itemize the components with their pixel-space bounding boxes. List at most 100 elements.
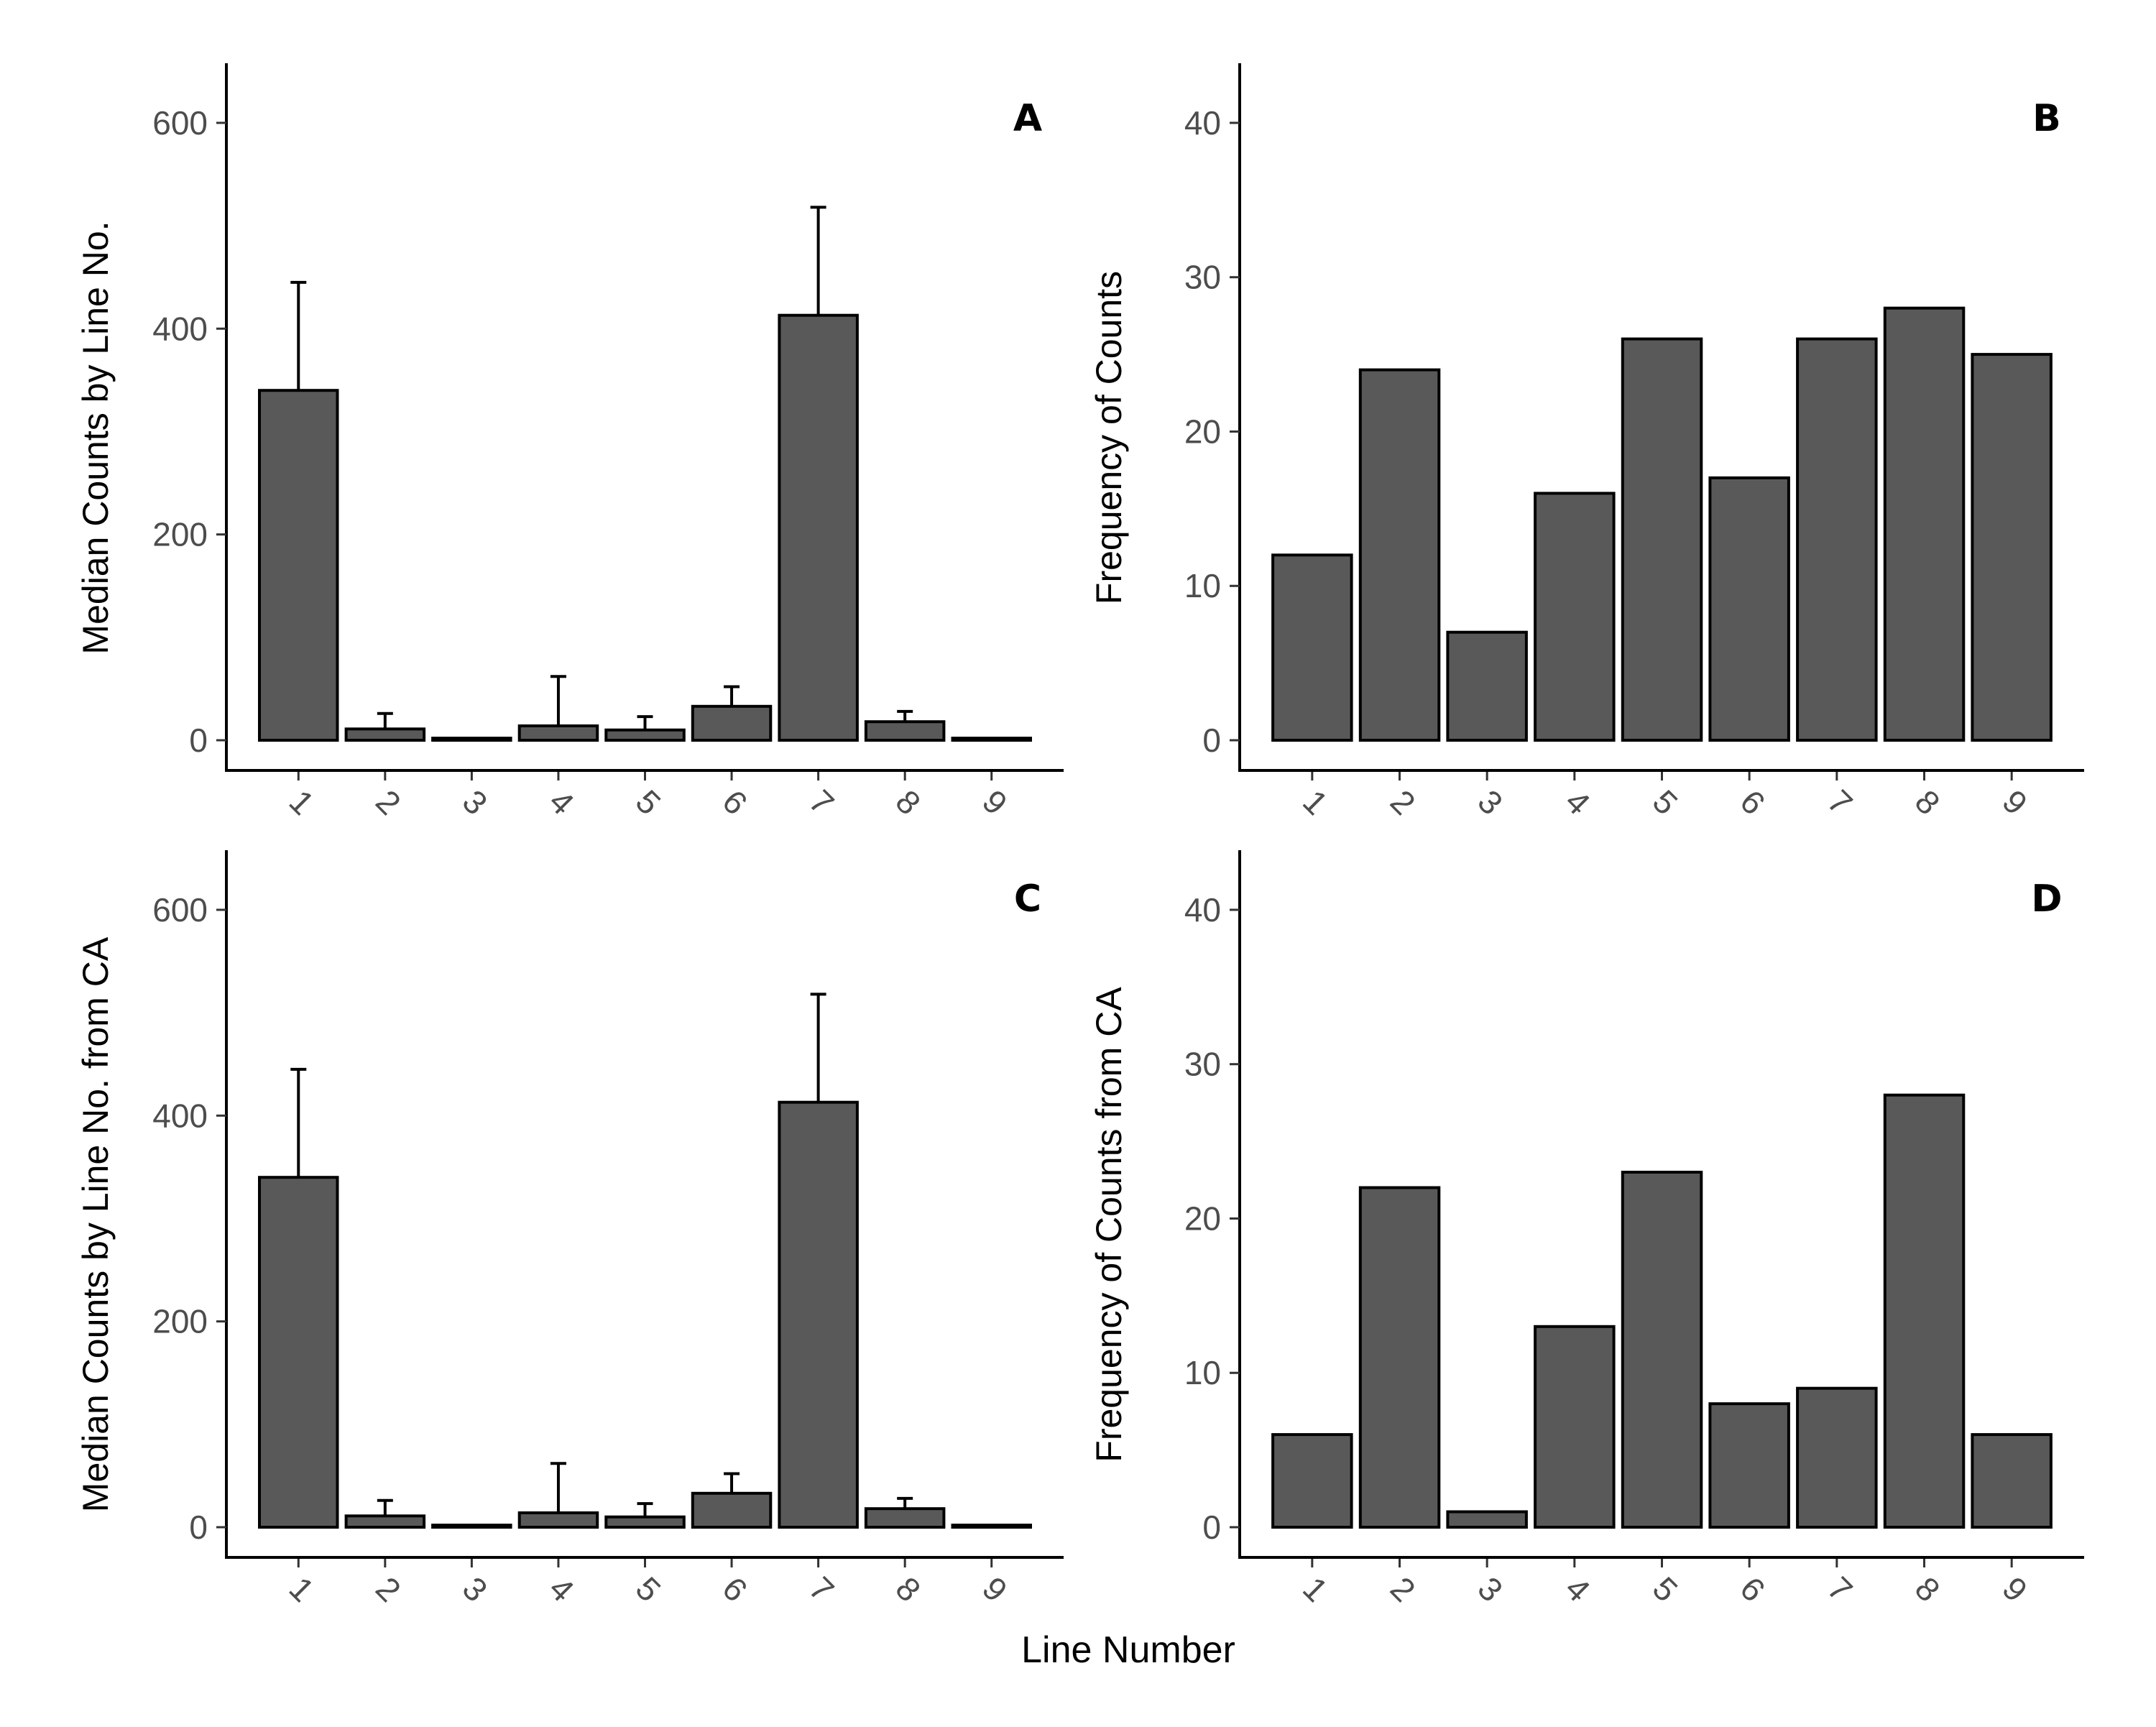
x-tick-label-a-9: 9 <box>975 783 1015 822</box>
y-axis-title-d: Frequency of Counts from CA <box>1089 987 1129 1463</box>
y-tick-label-b-40: 40 <box>1184 104 1221 142</box>
x-tick-label-b-7: 7 <box>1820 783 1860 822</box>
bar-b-9 <box>1971 353 2053 742</box>
y-tick-label-c-600: 600 <box>152 891 208 929</box>
y-tick-label-b-0: 0 <box>1202 722 1221 759</box>
x-tick-label-d-5: 5 <box>1646 1570 1685 1609</box>
x-tick-label-c-6: 6 <box>715 1570 755 1609</box>
x-tick-label-d-4: 4 <box>1558 1570 1598 1609</box>
y-axis-title-a: Median Counts by Line No. <box>75 221 116 654</box>
bar-c-7 <box>778 1100 859 1529</box>
panel-c: 1 2 3 4 5 6 7 8 9 0 200 400 600 Median Counts by Line… <box>75 850 1064 1609</box>
panel-letter-c: C <box>1014 878 1041 921</box>
x-tick-label-b-9: 9 <box>1995 783 2035 822</box>
x-tick-label-c-8: 8 <box>888 1570 928 1609</box>
bar-a-3 <box>431 737 512 742</box>
x-tick-label-c-4: 4 <box>542 1570 581 1609</box>
bar-a-7 <box>778 313 859 742</box>
bar-b-3 <box>1446 630 1528 742</box>
x-tick-label-b-5: 5 <box>1646 783 1685 822</box>
y-tick-label-c-200: 200 <box>152 1303 208 1340</box>
x-tick-label-d-8: 8 <box>1908 1570 1948 1609</box>
x-tick-label-b-1: 1 <box>1296 783 1335 822</box>
y-tick-label-c-0: 0 <box>189 1509 208 1546</box>
x-tick-label-a-8: 8 <box>888 783 928 822</box>
bar-b-4 <box>1534 492 1616 742</box>
x-tick-label-c-1: 1 <box>282 1570 322 1609</box>
y-tick-label-c-400: 400 <box>152 1097 208 1134</box>
x-tick-label-b-3: 3 <box>1470 783 1510 822</box>
bar-d-1 <box>1271 1433 1353 1529</box>
bar-c-1 <box>258 1176 339 1529</box>
bar-a-9 <box>951 737 1032 742</box>
x-tick-label-a-3: 3 <box>456 783 495 822</box>
x-tick-label-d-2: 2 <box>1383 1570 1423 1609</box>
x-tick-label-b-4: 4 <box>1558 783 1598 822</box>
panel-letter-d: D <box>2031 878 2062 921</box>
bar-b-2 <box>1358 368 1441 742</box>
panel-letter-b: B <box>2032 97 2061 140</box>
x-tick-label-c-5: 5 <box>629 1570 668 1609</box>
x-tick-label-d-9: 9 <box>1995 1570 2035 1609</box>
x-tick-label-a-2: 2 <box>369 783 408 822</box>
bar-a-6 <box>691 704 773 742</box>
common-x-axis-label: Line Number <box>1021 1629 1235 1671</box>
bar-c-5 <box>604 1515 686 1529</box>
y-tick-label-b-20: 20 <box>1184 413 1221 450</box>
x-tick-label-b-6: 6 <box>1733 783 1772 822</box>
y-axis-title-b: Frequency of Counts <box>1089 271 1129 604</box>
x-tick-label-a-5: 5 <box>629 783 668 822</box>
bar-a-1 <box>258 389 339 742</box>
bar-d-5 <box>1621 1171 1703 1529</box>
bar-d-3 <box>1446 1510 1528 1529</box>
x-tick-label-b-2: 2 <box>1383 783 1423 822</box>
x-tick-label-d-7: 7 <box>1820 1570 1860 1609</box>
y-tick-label-a-600: 600 <box>152 104 208 142</box>
x-tick-label-c-9: 9 <box>975 1570 1015 1609</box>
bar-d-4 <box>1534 1325 1616 1529</box>
bar-c-9 <box>951 1524 1032 1529</box>
y-tick-label-a-0: 0 <box>189 722 208 759</box>
x-tick-label-d-6: 6 <box>1733 1570 1772 1609</box>
bar-a-4 <box>517 724 599 742</box>
bar-d-2 <box>1358 1186 1441 1529</box>
y-tick-label-b-10: 10 <box>1184 567 1221 604</box>
bar-a-8 <box>864 720 946 742</box>
bar-d-8 <box>1883 1093 1966 1529</box>
y-tick-label-b-30: 30 <box>1184 259 1221 296</box>
bar-d-7 <box>1796 1386 1878 1529</box>
bar-a-5 <box>604 728 686 742</box>
x-tick-label-c-3: 3 <box>456 1570 495 1609</box>
bar-c-8 <box>864 1507 946 1529</box>
bar-b-6 <box>1708 476 1790 742</box>
bar-b-5 <box>1621 337 1703 742</box>
bar-d-6 <box>1708 1402 1790 1529</box>
panel-a: 1 2 3 4 5 6 7 8 9 0 200 400 600 Median Counts by Line… <box>75 63 1064 822</box>
panel-b: 1 2 3 4 5 6 7 8 9 0 10 20 30 40 Frequency of Counts B <box>1089 63 2084 822</box>
bar-c-6 <box>691 1491 773 1529</box>
x-tick-label-d-1: 1 <box>1296 1570 1335 1609</box>
x-tick-label-c-2: 2 <box>369 1570 408 1609</box>
x-tick-label-b-8: 8 <box>1908 783 1948 822</box>
panel-d: 1 2 3 4 5 6 7 8 9 0 10 20 30 40 Frequency of Counts fr… <box>1089 850 2084 1609</box>
x-tick-label-a-6: 6 <box>715 783 755 822</box>
y-tick-label-d-0: 0 <box>1202 1509 1221 1546</box>
y-tick-label-d-40: 40 <box>1184 891 1221 929</box>
bar-c-3 <box>431 1524 512 1529</box>
bar-d-9 <box>1971 1433 2053 1529</box>
y-axis-title-c: Median Counts by Line No. from CA <box>75 936 116 1512</box>
bar-c-2 <box>344 1514 426 1529</box>
bar-b-8 <box>1883 306 1966 742</box>
y-tick-label-d-20: 20 <box>1184 1199 1221 1237</box>
bar-c-4 <box>517 1511 599 1529</box>
y-tick-label-a-200: 200 <box>152 516 208 553</box>
x-tick-label-d-3: 3 <box>1470 1570 1510 1609</box>
panel-letter-a: A <box>1013 97 1042 140</box>
y-tick-label-d-10: 10 <box>1184 1354 1221 1391</box>
x-tick-label-a-4: 4 <box>542 783 581 822</box>
x-tick-label-a-7: 7 <box>802 783 842 822</box>
bar-a-2 <box>344 727 426 742</box>
bar-b-7 <box>1796 337 1878 742</box>
